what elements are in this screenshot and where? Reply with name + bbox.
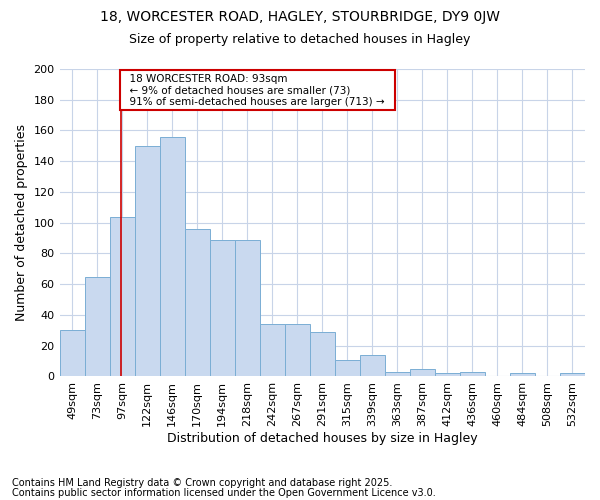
Bar bbox=[160, 136, 185, 376]
Text: Contains public sector information licensed under the Open Government Licence v3: Contains public sector information licen… bbox=[12, 488, 436, 498]
Bar bbox=[310, 332, 335, 376]
Bar bbox=[134, 146, 160, 376]
Bar bbox=[185, 229, 209, 376]
Bar bbox=[560, 374, 585, 376]
Text: Contains HM Land Registry data © Crown copyright and database right 2025.: Contains HM Land Registry data © Crown c… bbox=[12, 478, 392, 488]
Bar bbox=[235, 240, 260, 376]
Bar bbox=[385, 372, 410, 376]
Bar bbox=[85, 276, 110, 376]
Bar bbox=[260, 324, 285, 376]
Bar bbox=[360, 355, 385, 376]
X-axis label: Distribution of detached houses by size in Hagley: Distribution of detached houses by size … bbox=[167, 432, 478, 445]
Bar bbox=[335, 360, 360, 376]
Bar bbox=[460, 372, 485, 376]
Bar bbox=[209, 240, 235, 376]
Text: Size of property relative to detached houses in Hagley: Size of property relative to detached ho… bbox=[130, 32, 470, 46]
Bar bbox=[410, 369, 435, 376]
Y-axis label: Number of detached properties: Number of detached properties bbox=[15, 124, 28, 321]
Bar bbox=[285, 324, 310, 376]
Bar bbox=[59, 330, 85, 376]
Bar bbox=[110, 216, 134, 376]
Bar bbox=[435, 374, 460, 376]
Bar bbox=[510, 374, 535, 376]
Text: 18 WORCESTER ROAD: 93sqm  
  ← 9% of detached houses are smaller (73)  
  91% of: 18 WORCESTER ROAD: 93sqm ← 9% of detache… bbox=[124, 74, 391, 107]
Text: 18, WORCESTER ROAD, HAGLEY, STOURBRIDGE, DY9 0JW: 18, WORCESTER ROAD, HAGLEY, STOURBRIDGE,… bbox=[100, 10, 500, 24]
